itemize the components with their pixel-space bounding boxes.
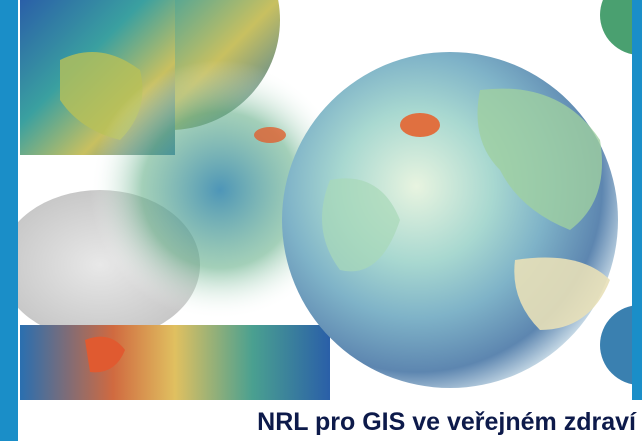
blur-spot (254, 127, 286, 143)
landmass (477, 88, 602, 230)
left-border (0, 400, 18, 441)
caption-band (0, 400, 642, 441)
right-border (632, 0, 642, 441)
greenland (400, 113, 440, 137)
landmass (322, 178, 400, 272)
landmass (514, 257, 610, 330)
map-strip (20, 325, 330, 400)
globe-edge (600, 305, 642, 385)
caption: NRL pro GIS ve veřejném zdraví (257, 408, 637, 436)
globe-edge (600, 0, 642, 55)
blurred-globe (90, 60, 350, 320)
left-border (0, 0, 18, 441)
landmass (85, 336, 125, 373)
